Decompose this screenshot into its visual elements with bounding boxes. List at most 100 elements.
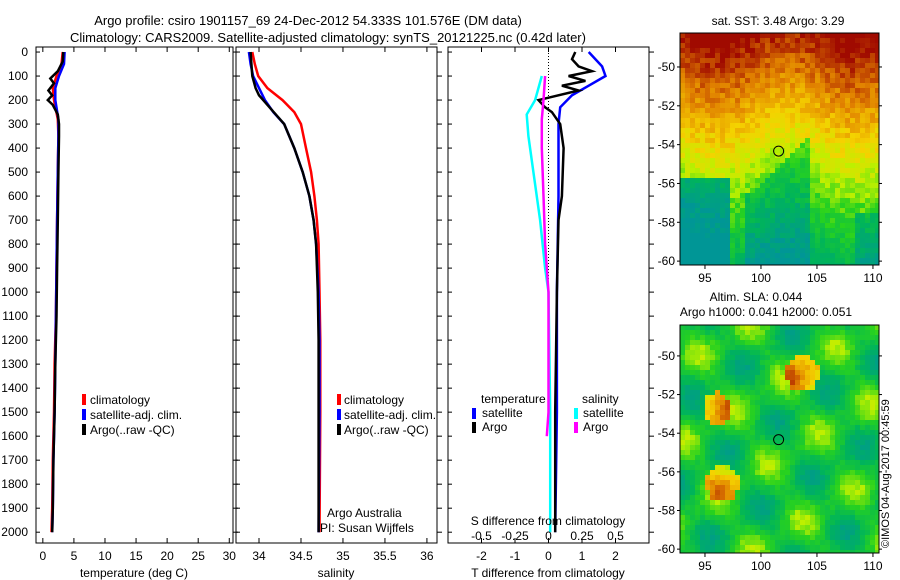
map-cell	[745, 450, 750, 455]
map-cell	[680, 455, 685, 460]
map-cell	[780, 400, 785, 405]
map-cell	[680, 223, 685, 228]
map-cell	[755, 33, 760, 38]
map-cell	[815, 550, 820, 553]
map-cell	[715, 445, 720, 450]
map-cell	[740, 485, 745, 490]
map-cell	[855, 405, 860, 410]
map-cell	[720, 465, 725, 470]
map-cell	[790, 360, 795, 365]
map-cell	[755, 360, 760, 365]
map-cell	[720, 68, 725, 73]
map-cell	[715, 158, 720, 163]
map-cell	[745, 138, 750, 143]
map-cell	[840, 330, 845, 335]
map-cell	[760, 48, 765, 53]
map-cell	[755, 535, 760, 540]
map-cell	[755, 73, 760, 78]
map-cell	[720, 53, 725, 58]
map-cell	[845, 218, 850, 223]
map-cell	[845, 445, 850, 450]
map-cell	[705, 495, 710, 500]
map-cell	[845, 258, 850, 263]
map-cell	[745, 183, 750, 188]
map-cell	[725, 395, 730, 400]
map-cell	[795, 415, 800, 420]
map-cell	[840, 123, 845, 128]
map-cell	[750, 248, 755, 253]
map-cell	[795, 153, 800, 158]
map-cell	[790, 405, 795, 410]
map-cell	[685, 520, 690, 525]
map-cell	[850, 143, 855, 148]
map-cell	[730, 253, 735, 258]
map-cell	[795, 400, 800, 405]
map-cell	[840, 63, 845, 68]
map-cell	[760, 500, 765, 505]
map-cell	[700, 128, 705, 133]
map-cell	[855, 88, 860, 93]
map-cell	[870, 93, 875, 98]
map-cell	[750, 113, 755, 118]
map-cell	[795, 48, 800, 53]
map-cell	[770, 188, 775, 193]
map-cell	[795, 460, 800, 465]
map-cell	[770, 465, 775, 470]
map-cell	[705, 450, 710, 455]
map-cell	[870, 455, 875, 460]
map-cell	[695, 335, 700, 340]
map-cell	[680, 88, 685, 93]
map-cell	[740, 123, 745, 128]
map-cell	[840, 68, 845, 73]
map-cell	[785, 33, 790, 38]
map-cell	[765, 375, 770, 380]
map-cell	[775, 73, 780, 78]
map-cell	[835, 208, 840, 213]
map-cell	[690, 445, 695, 450]
map-cell	[870, 188, 875, 193]
map-cell	[830, 405, 835, 410]
map-cell	[810, 248, 815, 253]
map-cell	[805, 515, 810, 520]
map-cell	[870, 213, 875, 218]
map-cell	[775, 53, 780, 58]
map-cell	[815, 355, 820, 360]
map-cell	[725, 325, 730, 330]
y-tick-label: -52	[658, 99, 676, 113]
map-cell	[790, 258, 795, 263]
map-cell	[830, 158, 835, 163]
map-cell	[765, 88, 770, 93]
map-cell	[825, 430, 830, 435]
map-cell	[720, 33, 725, 38]
map-cell	[850, 500, 855, 505]
map-cell	[680, 123, 685, 128]
map-cell	[730, 58, 735, 63]
map-cell	[860, 325, 865, 330]
map-cell	[760, 108, 765, 113]
map-cell	[830, 208, 835, 213]
map-cell	[870, 163, 875, 168]
map-cell	[795, 123, 800, 128]
map-cell	[815, 93, 820, 98]
map-cell	[760, 178, 765, 183]
map-cell	[870, 263, 875, 265]
map-cell	[850, 380, 855, 385]
map-cell	[725, 350, 730, 355]
map-cell	[850, 203, 855, 208]
map-cell	[685, 168, 690, 173]
map-cell	[810, 128, 815, 133]
map-cell	[850, 470, 855, 475]
map-cell	[750, 173, 755, 178]
map-cell	[680, 238, 685, 243]
map-cell	[835, 410, 840, 415]
map-cell	[775, 475, 780, 480]
map-cell	[825, 530, 830, 535]
map-cell	[725, 108, 730, 113]
map-cell	[720, 208, 725, 213]
map-cell	[870, 355, 875, 360]
map-cell	[845, 48, 850, 53]
map-cell	[725, 425, 730, 430]
map-cell	[860, 133, 865, 138]
map-cell	[810, 435, 815, 440]
map-cell	[860, 410, 865, 415]
